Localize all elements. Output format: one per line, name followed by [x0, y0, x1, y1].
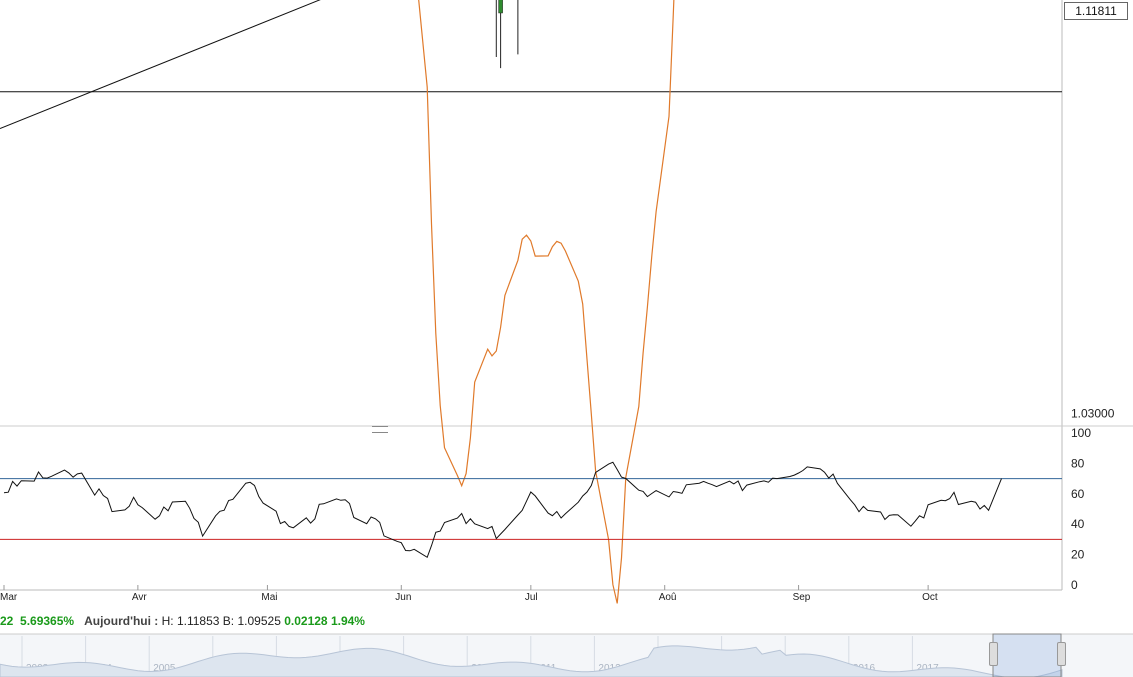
- low-value: 1.09525: [237, 614, 281, 628]
- rsi-tick-label: 100: [1071, 426, 1091, 440]
- time-tick-label: Sep: [793, 592, 811, 603]
- navigator-year-label: 2005: [153, 663, 176, 674]
- navigator-strip[interactable]: 2003200420052006200720082009201020112012…: [0, 633, 1133, 677]
- candle: [495, 0, 497, 58]
- time-tick-label: Jul: [525, 592, 538, 603]
- price-grid: [0, 0, 1133, 591]
- time-tick-label: Avr: [132, 592, 147, 603]
- navigator-right-handle[interactable]: [1057, 642, 1066, 666]
- today-change-pct: 1.94%: [330, 614, 365, 628]
- price-tick-label: 1.03000: [1071, 407, 1115, 421]
- rsi-tick-label: 40: [1071, 517, 1085, 531]
- time-axis: Mar Avr Mai Jun Jul Aoû Sep Oct: [0, 585, 938, 603]
- time-tick-label: Aoû: [659, 592, 677, 603]
- navigator-left-handle[interactable]: [989, 642, 998, 666]
- rsi-panel: 0 20 40 60 80 100: [0, 426, 1091, 592]
- rsi-tick-label: 80: [1071, 456, 1085, 470]
- price-indicators: [0, 0, 675, 604]
- today-label: Aujourd'hui :: [84, 614, 159, 628]
- low-label: B:: [222, 614, 235, 628]
- period-prefix: 22: [0, 614, 14, 628]
- rsi-line: [3, 461, 1002, 559]
- stats-bar: 22 5.69365% Aujourd'hui : H: 1.11853 B: …: [0, 614, 365, 630]
- today-change: 0.02128: [284, 614, 328, 628]
- high-value: 1.11853: [176, 614, 220, 628]
- rsi-tick-label: 20: [1071, 548, 1085, 562]
- price-axis: 1.030001.040001.050001.060001.070001.080…: [1071, 407, 1115, 421]
- panel-splitter-handle[interactable]: [372, 426, 388, 433]
- navigator-window: [992, 633, 1062, 677]
- trendline-up: [0, 0, 321, 130]
- time-tick-label: Jun: [395, 592, 411, 603]
- time-tick-label: Mar: [0, 592, 18, 603]
- candle: [517, 0, 519, 55]
- last-price-badge: 1.11811: [1064, 2, 1128, 20]
- navigator-area: [0, 645, 1063, 677]
- candle: [498, 0, 503, 69]
- rsi-tick-label: 0: [1071, 578, 1078, 592]
- candle-body: [498, 0, 503, 14]
- candlesticks: [495, 0, 519, 69]
- period-change-pct: 5.69365%: [20, 614, 75, 628]
- rsi-tick-label: 60: [1071, 487, 1085, 501]
- high-label: H:: [161, 614, 174, 628]
- time-tick-label: Mai: [261, 592, 277, 603]
- time-tick-label: Oct: [922, 592, 938, 603]
- bollinger-lower: [418, 0, 675, 604]
